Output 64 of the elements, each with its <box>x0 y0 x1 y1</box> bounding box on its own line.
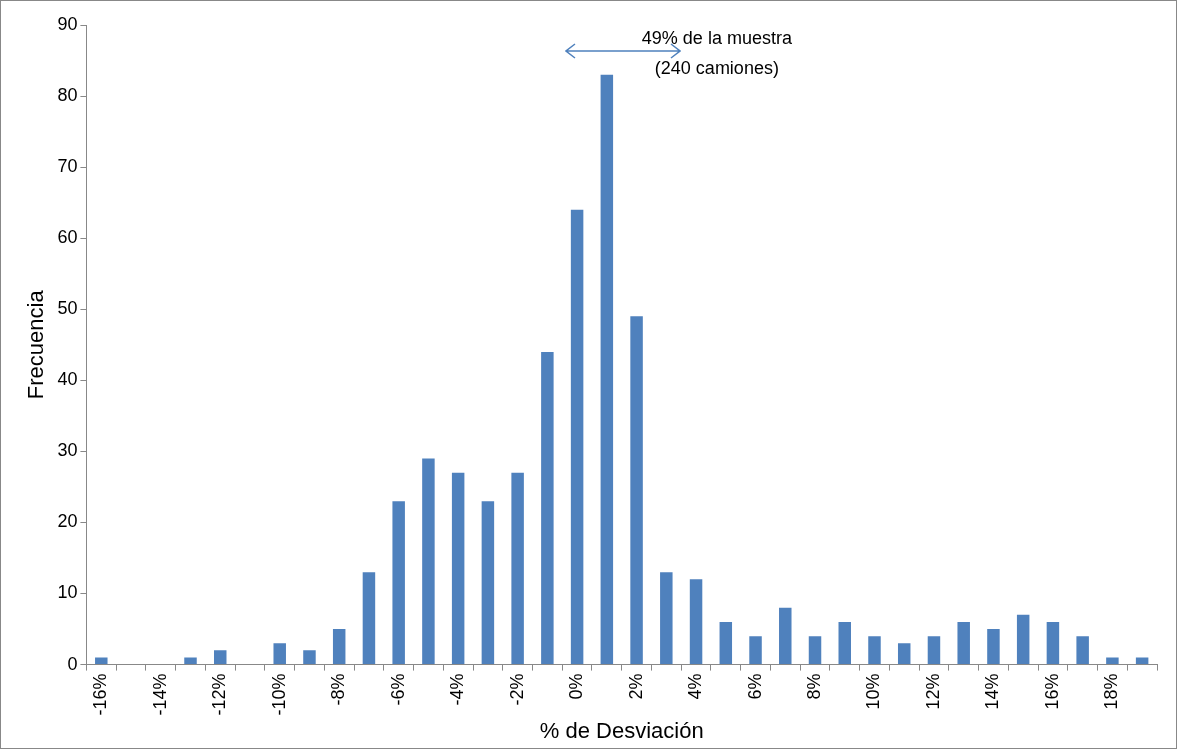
bar <box>927 636 941 665</box>
bar <box>689 579 703 665</box>
bar <box>1016 614 1030 665</box>
x-axis-title: % de Desviación <box>539 717 704 743</box>
bar <box>214 650 227 665</box>
x-tick-label: 2% <box>625 673 646 700</box>
bar <box>392 501 405 665</box>
x-tick-label: 18% <box>1101 673 1122 710</box>
bar <box>332 629 346 665</box>
bar <box>630 316 643 665</box>
bar <box>481 501 495 665</box>
x-tick-label: 16% <box>1041 673 1062 710</box>
bar <box>303 650 316 665</box>
y-axis-title: Frecuencia <box>23 289 49 400</box>
y-tick-label: 60 <box>57 227 78 248</box>
x-tick-label: 10% <box>863 673 884 710</box>
bar <box>957 621 970 665</box>
bar <box>600 74 614 665</box>
bar <box>184 657 197 665</box>
y-tick-label: 90 <box>57 13 78 34</box>
x-tick-label: -10% <box>268 673 289 716</box>
y-tick-label: 40 <box>57 369 78 390</box>
bar <box>422 458 435 665</box>
bar <box>511 472 524 665</box>
y-tick-label: 10 <box>57 582 78 603</box>
x-tick-label: 6% <box>744 673 765 700</box>
x-tick-label: -4% <box>447 673 468 706</box>
y-tick-label: 0 <box>67 653 78 674</box>
bar <box>660 572 673 665</box>
annotation: 49% de la muestra (240 camiones) <box>641 27 793 78</box>
bar <box>570 209 584 665</box>
bar <box>868 636 881 665</box>
y-tick-label: 30 <box>57 440 78 461</box>
x-tick-label: -14% <box>149 673 170 716</box>
bar <box>897 643 911 665</box>
bar <box>362 572 376 665</box>
x-tick-label: -2% <box>506 673 527 706</box>
bar <box>987 629 1000 665</box>
x-tick-label: 14% <box>982 673 1003 710</box>
bar <box>808 636 822 665</box>
bar <box>1135 657 1149 665</box>
x-tick-label: -6% <box>387 673 408 706</box>
bar <box>749 636 762 665</box>
x-tick-label: 4% <box>685 673 706 700</box>
y-tick-label: 20 <box>57 511 78 532</box>
bar <box>1046 621 1060 665</box>
bar <box>541 351 554 665</box>
bar <box>451 472 465 665</box>
bar <box>838 621 851 665</box>
x-tick-label: 8% <box>803 673 824 700</box>
x-tick-label: 12% <box>922 673 943 710</box>
y-tick-label: 70 <box>57 156 78 177</box>
x-tick-label: -8% <box>328 673 349 706</box>
bar <box>95 657 108 665</box>
bar <box>1106 657 1119 665</box>
x-tick-label: 0% <box>566 673 587 700</box>
bar <box>273 643 286 665</box>
bar <box>719 621 733 665</box>
x-tick-label: -12% <box>209 673 230 716</box>
bar <box>779 607 792 665</box>
y-tick-label: 50 <box>57 298 78 319</box>
bar <box>1076 636 1089 665</box>
x-tick-label: -16% <box>90 673 111 716</box>
y-tick-label: 80 <box>57 85 78 106</box>
